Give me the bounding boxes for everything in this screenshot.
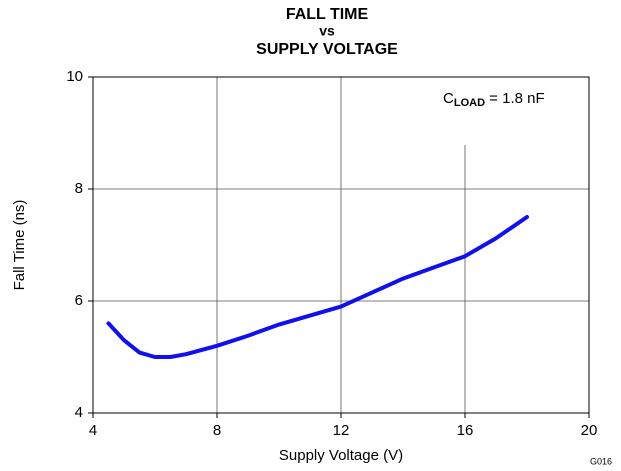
plot-frame xyxy=(92,76,590,414)
x-tick-label: 12 xyxy=(333,422,350,439)
y-tick-label: 8 xyxy=(75,180,83,197)
chart-title: vs xyxy=(319,23,335,39)
x-tick-label: 20 xyxy=(581,422,598,439)
y-tick-label: 6 xyxy=(75,292,83,309)
chart-title: SUPPLY VOLTAGE xyxy=(256,41,398,58)
series-line xyxy=(106,215,529,359)
annotation-subscript: LOAD xyxy=(454,97,485,109)
x-axis-label: Supply Voltage (V) xyxy=(279,447,403,464)
annotation: CLOAD = 1.8 nF xyxy=(443,90,545,109)
y-tick-label: 10 xyxy=(66,68,83,85)
footnote: G016 xyxy=(590,456,612,466)
annotation-symbol: C xyxy=(443,90,454,107)
chart-title: FALL TIME xyxy=(286,6,369,23)
y-axis-label: Fall Time (ns) xyxy=(11,200,28,291)
x-tick-label: 16 xyxy=(457,422,474,439)
annotation-text: = 1.8 nF xyxy=(485,90,545,107)
x-tick-label: 8 xyxy=(213,422,221,439)
y-tick-label: 4 xyxy=(75,404,83,421)
x-tick-label: 4 xyxy=(89,422,97,439)
